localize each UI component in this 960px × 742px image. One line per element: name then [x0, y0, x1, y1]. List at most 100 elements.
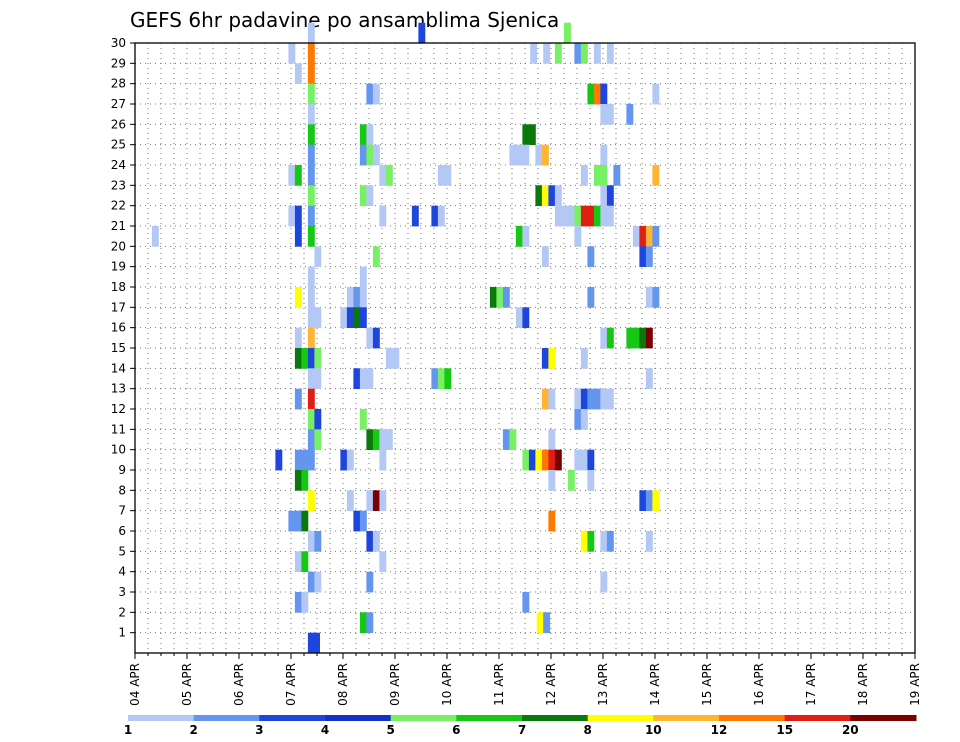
heatmap-cells — [151, 22, 660, 654]
heatmap-cell — [366, 124, 374, 145]
heatmap-cell — [606, 327, 614, 349]
heatmap-cell — [528, 124, 536, 145]
heatmap-cell — [535, 144, 543, 166]
heatmap-cell — [541, 348, 549, 369]
heatmap-cell — [645, 490, 653, 511]
heatmap-cell — [606, 388, 614, 410]
heatmap-cell — [580, 531, 588, 552]
heatmap-cell — [606, 185, 614, 206]
colorbar-label: 12 — [711, 723, 728, 737]
heatmap-cell — [307, 368, 315, 389]
heatmap-cell — [307, 205, 315, 227]
heatmap-cell — [372, 327, 380, 349]
heatmap-cell — [567, 470, 575, 491]
heatmap-cell — [652, 287, 660, 308]
y-tick-label: 28 — [111, 77, 126, 91]
colorbar-swatch — [653, 715, 720, 721]
heatmap-cell — [307, 632, 315, 654]
heatmap-cell — [541, 449, 549, 471]
heatmap-cell — [632, 327, 640, 349]
heatmap-cell — [288, 205, 296, 227]
colorbar-label: 15 — [776, 723, 793, 737]
x-tick-label: 08 APR — [336, 663, 350, 706]
heatmap-cell — [340, 307, 348, 328]
heatmap-cell — [288, 43, 296, 64]
y-tick-label: 24 — [111, 158, 126, 172]
heatmap-cell — [580, 449, 588, 471]
heatmap-cell — [548, 429, 556, 450]
x-axis: 04 APR 05 APR 06 APR 07 APR 08 APR 09 APR 10 A… — [128, 653, 922, 706]
heatmap-cell — [593, 205, 601, 227]
heatmap-cell — [489, 287, 497, 308]
heatmap-cell — [587, 531, 595, 552]
heatmap-cell — [307, 287, 315, 308]
heatmap-cell — [437, 205, 445, 227]
heatmap-cell — [587, 388, 595, 410]
heatmap-cell — [548, 470, 556, 491]
heatmap-cell — [307, 348, 315, 369]
heatmap-cell — [372, 490, 380, 511]
heatmap-cell — [301, 348, 309, 369]
heatmap-cell — [359, 612, 367, 633]
heatmap-cell — [554, 185, 562, 206]
heatmap-cell — [541, 185, 549, 206]
colorbar-label: 8 — [584, 723, 592, 737]
x-tick-label: 19 APR — [908, 663, 922, 706]
colorbar-label: 20 — [842, 723, 859, 737]
heatmap-cell — [372, 246, 380, 267]
y-tick-label: 27 — [111, 97, 126, 111]
heatmap-cell — [314, 246, 322, 267]
y-axis: 1234567891011121314151617181920212223242… — [111, 36, 135, 640]
heatmap-cell — [346, 490, 354, 511]
heatmap-cell — [600, 205, 608, 227]
y-tick-label: 5 — [118, 544, 126, 558]
colorbar-label: 7 — [518, 723, 526, 737]
colorbar-swatch — [784, 715, 851, 721]
heatmap-cell — [522, 307, 530, 328]
heatmap-cell — [574, 205, 582, 227]
heatmap-cell — [652, 226, 660, 247]
heatmap-cell — [151, 226, 159, 247]
x-tick-label: 09 APR — [388, 663, 402, 706]
heatmap-cell — [301, 449, 309, 471]
heatmap-cell — [564, 22, 571, 44]
heatmap-cell — [587, 205, 595, 227]
heatmap-cell — [541, 246, 549, 267]
heatmap-cell — [353, 368, 361, 389]
heatmap-cell — [502, 429, 510, 450]
heatmap-cell — [632, 226, 640, 247]
heatmap-cell — [626, 327, 634, 349]
heatmap-cell — [593, 388, 601, 410]
heatmap-cell — [307, 124, 315, 145]
heatmap-cell — [645, 226, 653, 247]
heatmap-cell — [359, 124, 367, 145]
heatmap-cell — [639, 226, 647, 247]
heatmap-cell — [600, 531, 608, 552]
y-tick-label: 18 — [111, 280, 126, 294]
heatmap-cell — [600, 388, 608, 410]
heatmap-cell — [639, 490, 647, 511]
heatmap-cell — [600, 144, 608, 166]
heatmap-cell — [385, 165, 393, 186]
heatmap-cell — [307, 327, 315, 349]
grid-lines — [134, 43, 916, 653]
heatmap-cell — [496, 287, 504, 308]
heatmap-cell — [548, 388, 556, 410]
heatmap-cell — [379, 551, 387, 572]
heatmap-cell — [314, 307, 322, 328]
heatmap-cell — [535, 185, 543, 206]
heatmap-cell — [645, 327, 653, 349]
heatmap-cell — [294, 226, 302, 247]
heatmap-cell — [307, 429, 315, 450]
heatmap-cell — [541, 388, 549, 410]
heatmap-cell — [528, 449, 536, 471]
heatmap-cell — [359, 368, 367, 389]
colorbar-label: 5 — [387, 723, 395, 737]
heatmap-cell — [606, 104, 614, 125]
heatmap-cell — [359, 144, 367, 166]
heatmap-cell — [314, 368, 322, 389]
colorbar-swatch — [259, 715, 326, 721]
heatmap-cell — [294, 205, 302, 227]
heatmap-cell — [645, 246, 653, 267]
heatmap-cell — [593, 165, 601, 186]
